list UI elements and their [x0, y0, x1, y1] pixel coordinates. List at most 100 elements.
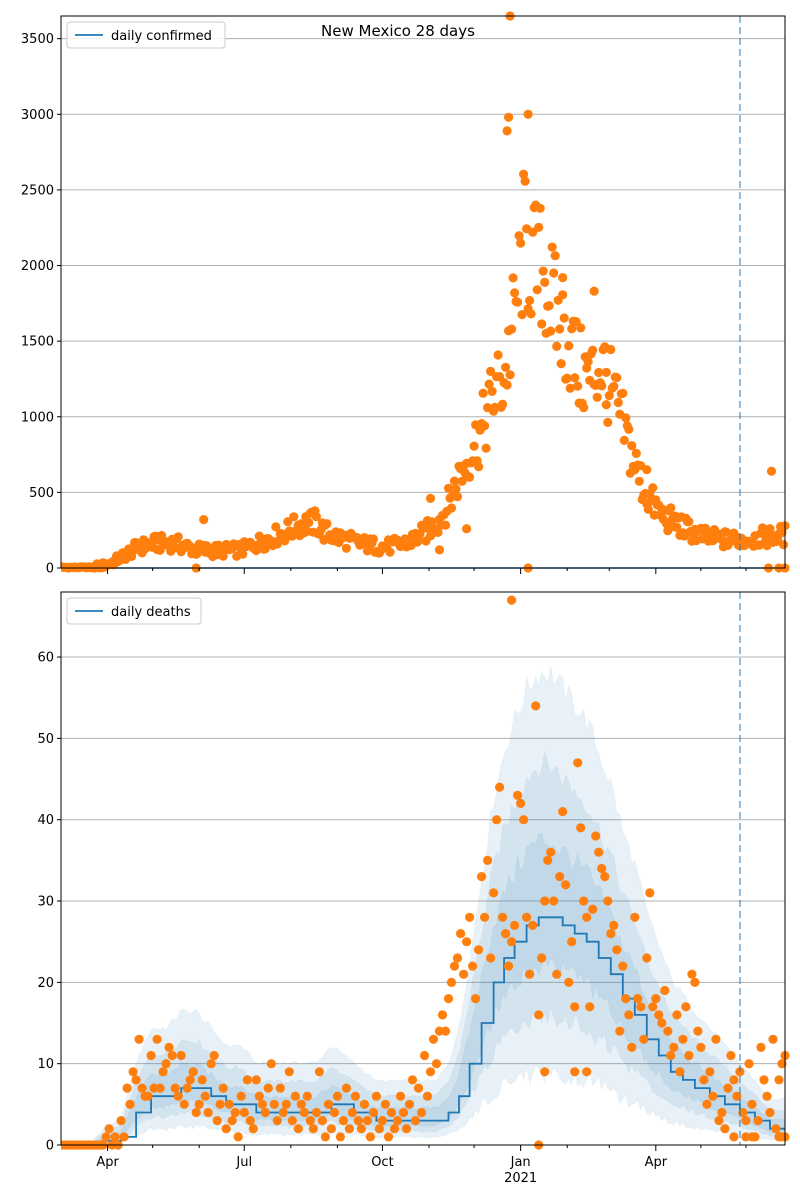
- data-point: [395, 1091, 406, 1101]
- data-point: [272, 1116, 282, 1126]
- data-point: [765, 1107, 775, 1118]
- data-point: [609, 920, 619, 931]
- data-point: [289, 512, 299, 522]
- data-point: [446, 977, 457, 988]
- data-point: [601, 367, 611, 377]
- data-point: [359, 1099, 369, 1109]
- data-point: [612, 945, 622, 955]
- data-point: [269, 1099, 279, 1109]
- data-point: [562, 373, 572, 383]
- data-point: [443, 994, 454, 1004]
- data-point: [173, 532, 183, 542]
- data-point: [203, 1107, 213, 1118]
- data-point: [681, 1002, 691, 1012]
- data-point: [517, 310, 527, 320]
- data-point: [549, 896, 559, 906]
- data-point: [416, 1107, 427, 1118]
- data-point: [440, 520, 451, 530]
- data-point: [631, 448, 641, 458]
- data-point: [687, 969, 697, 979]
- data-point: [254, 531, 264, 541]
- data-point: [200, 1091, 210, 1101]
- data-point: [711, 1034, 721, 1044]
- y-tick-label: 0: [46, 562, 54, 577]
- data-point: [624, 1010, 634, 1020]
- data-point: [723, 1083, 733, 1093]
- data-point: [606, 929, 616, 939]
- data-point: [765, 524, 775, 534]
- data-point: [474, 462, 484, 472]
- data-point: [484, 379, 494, 389]
- data-point: [335, 1132, 345, 1142]
- data-point: [615, 1026, 625, 1036]
- data-point: [519, 815, 529, 825]
- data-point: [290, 1091, 300, 1101]
- data-point: [344, 1124, 354, 1134]
- x-tick-label: Jan: [510, 1155, 531, 1170]
- data-point: [194, 1099, 204, 1109]
- data-point: [110, 1132, 120, 1142]
- data-point: [606, 344, 616, 355]
- data-point: [260, 544, 270, 554]
- data-point: [633, 994, 643, 1004]
- data-point: [478, 388, 488, 398]
- y-tick-label: 1000: [21, 410, 54, 425]
- data-point: [502, 380, 512, 390]
- data-point: [495, 782, 505, 792]
- data-point: [502, 126, 512, 136]
- data-point: [401, 1124, 412, 1134]
- y-tick-label: 30: [37, 895, 54, 910]
- axes-frame: [60, 591, 786, 1146]
- data-point: [516, 798, 526, 809]
- data-point: [392, 1116, 403, 1126]
- data-point: [242, 1075, 252, 1085]
- data-point: [639, 1034, 649, 1044]
- data-point: [498, 912, 508, 922]
- data-point: [428, 1034, 439, 1044]
- data-point: [744, 1059, 754, 1069]
- data-point: [468, 961, 478, 971]
- data-point: [579, 896, 589, 906]
- data-point: [317, 1116, 327, 1126]
- data-point: [538, 266, 548, 276]
- data-point: [427, 517, 437, 527]
- data-point: [570, 1067, 580, 1077]
- data-point: [565, 383, 575, 393]
- data-point: [449, 961, 460, 971]
- data-point: [648, 1002, 658, 1012]
- data-point: [636, 1002, 646, 1012]
- data-point: [507, 937, 517, 947]
- data-point: [582, 912, 592, 922]
- data-point: [347, 1107, 357, 1118]
- data-point: [547, 242, 557, 252]
- data-point: [509, 920, 520, 931]
- data-point: [104, 1124, 114, 1134]
- data-point: [684, 517, 694, 527]
- data-point: [374, 1124, 384, 1134]
- data-point: [675, 1067, 685, 1077]
- data-point: [462, 937, 472, 947]
- data-point: [721, 527, 732, 537]
- confirmed-panel: 0 500 1000 1500 2000 2500 3000 3500 daily confir…: [21, 11, 790, 577]
- y-tick-label: 10: [37, 1057, 54, 1072]
- data-point: [146, 1050, 156, 1061]
- data-point: [778, 540, 789, 550]
- data-point: [143, 1091, 153, 1101]
- data-point: [218, 551, 228, 561]
- data-point: [540, 896, 550, 906]
- data-point: [413, 536, 424, 546]
- data-point: [236, 1091, 246, 1101]
- data-point: [627, 1042, 637, 1052]
- data-point: [501, 929, 511, 939]
- data-point: [498, 399, 508, 409]
- data-point: [197, 1075, 207, 1085]
- data-point: [537, 319, 547, 329]
- data-point: [410, 1116, 421, 1126]
- data-point: [642, 465, 652, 475]
- data-point: [559, 313, 569, 323]
- data-point: [504, 961, 514, 971]
- data-point: [666, 503, 676, 513]
- data-point: [597, 381, 607, 391]
- data-point: [191, 1107, 201, 1118]
